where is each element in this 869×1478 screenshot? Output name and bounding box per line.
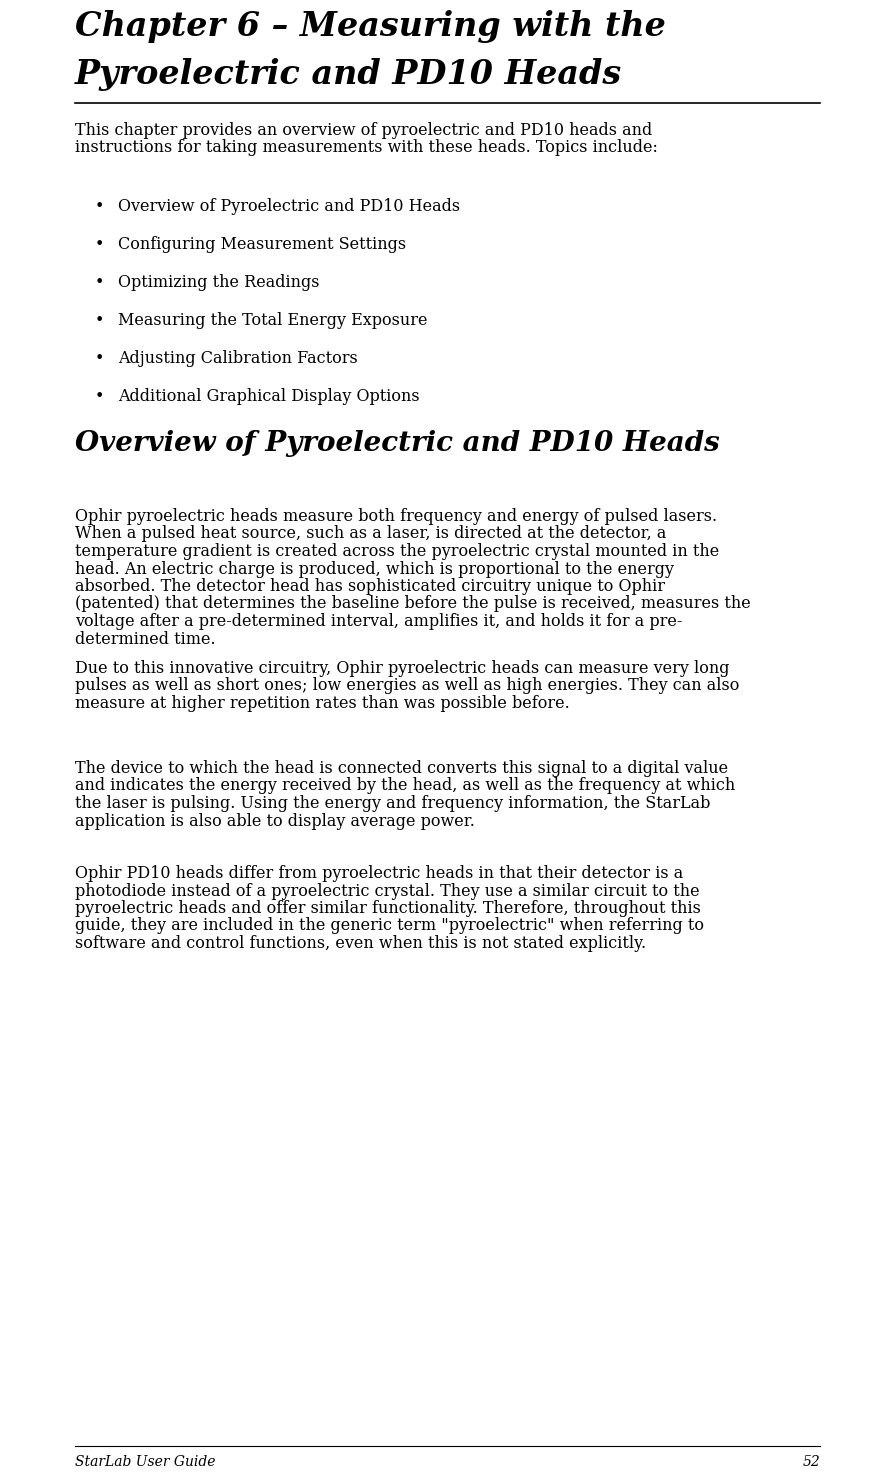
Text: instructions for taking measurements with these heads. Topics include:: instructions for taking measurements wit… (75, 139, 658, 157)
Text: •: • (95, 236, 104, 253)
Text: temperature gradient is created across the pyroelectric crystal mounted in the: temperature gradient is created across t… (75, 542, 720, 560)
Text: measure at higher repetition rates than was possible before.: measure at higher repetition rates than … (75, 695, 570, 712)
Text: the laser is pulsing. Using the energy and frequency information, the StarLab: the laser is pulsing. Using the energy a… (75, 795, 710, 811)
Text: Adjusting Calibration Factors: Adjusting Calibration Factors (118, 350, 358, 367)
Text: guide, they are included in the generic term "pyroelectric" when referring to: guide, they are included in the generic … (75, 918, 704, 934)
Text: and indicates the energy received by the head, as well as the frequency at which: and indicates the energy received by the… (75, 777, 735, 795)
Text: Measuring the Total Energy Exposure: Measuring the Total Energy Exposure (118, 312, 428, 330)
Text: The device to which the head is connected converts this signal to a digital valu: The device to which the head is connecte… (75, 760, 728, 777)
Text: •: • (95, 198, 104, 214)
Text: Overview of Pyroelectric and PD10 Heads: Overview of Pyroelectric and PD10 Heads (118, 198, 460, 214)
Text: voltage after a pre-determined interval, amplifies it, and holds it for a pre-: voltage after a pre-determined interval,… (75, 613, 682, 630)
Text: Additional Graphical Display Options: Additional Graphical Display Options (118, 389, 420, 405)
Text: photodiode instead of a pyroelectric crystal. They use a similar circuit to the: photodiode instead of a pyroelectric cry… (75, 882, 700, 900)
Text: When a pulsed heat source, such as a laser, is directed at the detector, a: When a pulsed heat source, such as a las… (75, 526, 667, 542)
Text: software and control functions, even when this is not stated explicitly.: software and control functions, even whe… (75, 936, 647, 952)
Text: 52: 52 (802, 1454, 820, 1469)
Text: Chapter 6 – Measuring with the: Chapter 6 – Measuring with the (75, 10, 666, 43)
Text: application is also able to display average power.: application is also able to display aver… (75, 813, 474, 829)
Text: determined time.: determined time. (75, 631, 216, 647)
Text: Pyroelectric and PD10 Heads: Pyroelectric and PD10 Heads (75, 58, 622, 92)
Text: absorbed. The detector head has sophisticated circuitry unique to Ophir: absorbed. The detector head has sophisti… (75, 578, 665, 596)
Text: •: • (95, 389, 104, 405)
Text: Overview of Pyroelectric and PD10 Heads: Overview of Pyroelectric and PD10 Heads (75, 430, 720, 457)
Text: Ophir PD10 heads differ from pyroelectric heads in that their detector is a: Ophir PD10 heads differ from pyroelectri… (75, 865, 683, 882)
Text: Optimizing the Readings: Optimizing the Readings (118, 273, 320, 291)
Text: head. An electric charge is produced, which is proportional to the energy: head. An electric charge is produced, wh… (75, 560, 674, 578)
Text: Ophir pyroelectric heads measure both frequency and energy of pulsed lasers.: Ophir pyroelectric heads measure both fr… (75, 508, 717, 525)
Text: •: • (95, 273, 104, 291)
Text: •: • (95, 312, 104, 330)
Text: Configuring Measurement Settings: Configuring Measurement Settings (118, 236, 406, 253)
Text: This chapter provides an overview of pyroelectric and PD10 heads and: This chapter provides an overview of pyr… (75, 123, 653, 139)
Text: pyroelectric heads and offer similar functionality. Therefore, throughout this: pyroelectric heads and offer similar fun… (75, 900, 701, 916)
Text: Due to this innovative circuitry, Ophir pyroelectric heads can measure very long: Due to this innovative circuitry, Ophir … (75, 661, 729, 677)
Text: StarLab User Guide: StarLab User Guide (75, 1454, 216, 1469)
Text: •: • (95, 350, 104, 367)
Text: (patented) that determines the baseline before the pulse is received, measures t: (patented) that determines the baseline … (75, 596, 751, 612)
Text: pulses as well as short ones; low energies as well as high energies. They can al: pulses as well as short ones; low energi… (75, 677, 740, 695)
